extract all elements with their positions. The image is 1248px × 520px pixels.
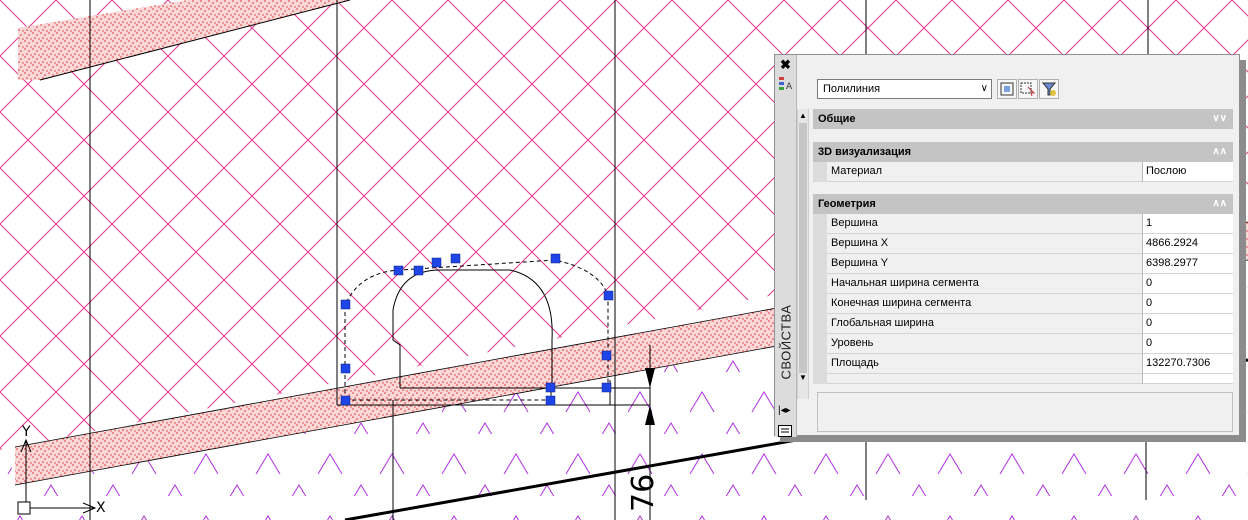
svg-text:A: A (786, 82, 793, 91)
grips[interactable] (340, 253, 614, 406)
property-name: Вершина (827, 214, 1143, 234)
property-row-vertex-x[interactable]: Вершина X 4866.2924 (813, 234, 1233, 254)
property-name: Материал (827, 162, 1143, 182)
category-general[interactable]: Общие ∨∨ (813, 109, 1233, 129)
palette-title-strip[interactable]: ✖ A СВОЙСТВА |◂▸ (775, 55, 797, 437)
property-row-vertex[interactable]: Вершина 1 (813, 214, 1233, 234)
scroll-up-icon[interactable]: ▲ (799, 111, 807, 120)
property-name: Вершина X (827, 234, 1143, 254)
autohide-icon[interactable]: |◂▸ (778, 405, 791, 416)
property-value[interactable]: 0 (1143, 294, 1233, 314)
property-row-end-width[interactable]: Конечная ширина сегмента 0 (813, 294, 1233, 314)
sand-band-top (18, 0, 350, 80)
pickadd-icon (1000, 82, 1014, 96)
collapse-icon[interactable]: ∧∧ (1212, 198, 1227, 209)
property-row-global-width[interactable]: Глобальная ширина 0 (813, 314, 1233, 334)
ucs-icon (17, 438, 97, 515)
chevron-down-icon: ∨ (980, 83, 988, 94)
property-value[interactable]: 0 (1143, 314, 1233, 334)
expand-icon[interactable]: ∨∨ (1212, 113, 1227, 124)
quick-select-button[interactable] (1039, 79, 1059, 99)
select-objects-button[interactable] (1018, 79, 1038, 99)
dimension-text: 76 (626, 473, 661, 512)
category-geometry-label: Геометрия (818, 198, 876, 210)
object-type-value: Полилиния (823, 83, 881, 95)
property-row-vertex-y[interactable]: Вершина Y 6398.2977 (813, 254, 1233, 274)
property-value[interactable]: 0 (1143, 274, 1233, 294)
category-general-label: Общие (818, 113, 856, 125)
property-name: Уровень (827, 334, 1143, 354)
property-value[interactable]: 132270.7306 (1143, 354, 1233, 374)
property-name: Начальная ширина сегмента (827, 274, 1143, 294)
palette-body: ✖ A СВОЙСТВА |◂▸ ▲ ▼ Полилиния ∨ (774, 54, 1240, 437)
quick-select-icon (1041, 82, 1057, 96)
property-value[interactable]: Послою (1143, 162, 1233, 182)
property-name: Конечная ширина сегмента (827, 294, 1143, 314)
close-icon[interactable]: ✖ (780, 57, 791, 72)
property-value[interactable]: 1 (1143, 214, 1233, 234)
ucs-x-label: X (96, 500, 106, 516)
description-box (817, 392, 1233, 432)
properties-toggle-icon[interactable]: A (778, 75, 794, 91)
collapse-icon[interactable]: ∧∧ (1212, 146, 1227, 157)
property-name: Глобальная ширина (827, 314, 1143, 334)
object-type-select[interactable]: Полилиния ∨ (817, 79, 992, 99)
property-row-material[interactable]: Материал Послою (813, 162, 1233, 182)
property-value[interactable]: 0 (1143, 334, 1233, 354)
ucs-y-label: Y (22, 424, 31, 440)
properties-scrollbar[interactable]: ▲ ▼ (797, 109, 809, 399)
property-row-partial (813, 374, 1233, 384)
scroll-thumb[interactable] (799, 123, 807, 373)
pickadd-toggle-button[interactable] (997, 79, 1017, 99)
property-row-elevation[interactable]: Уровень 0 (813, 334, 1233, 354)
arch-outline (392, 269, 553, 388)
category-visualization-label: 3D визуализация (818, 146, 912, 158)
select-objects-icon (1020, 82, 1036, 97)
property-row-start-width[interactable]: Начальная ширина сегмента 0 (813, 274, 1233, 294)
property-name: Вершина Y (827, 254, 1143, 274)
property-value[interactable]: 6398.2977 (1143, 254, 1233, 274)
property-value[interactable]: 4866.2924 (1143, 234, 1233, 254)
palette-menu-icon[interactable] (778, 425, 792, 437)
property-row-area[interactable]: Площадь 132270.7306 (813, 354, 1233, 374)
properties-palette[interactable]: ✖ A СВОЙСТВА |◂▸ ▲ ▼ Полилиния ∨ (774, 54, 1246, 442)
scroll-down-icon[interactable]: ▼ (799, 373, 807, 382)
palette-title: СВОЙСТВА (778, 304, 794, 380)
category-geometry[interactable]: Геометрия ∧∧ (813, 194, 1233, 214)
category-visualization[interactable]: 3D визуализация ∧∧ (813, 142, 1233, 162)
property-name: Площадь (827, 354, 1143, 374)
